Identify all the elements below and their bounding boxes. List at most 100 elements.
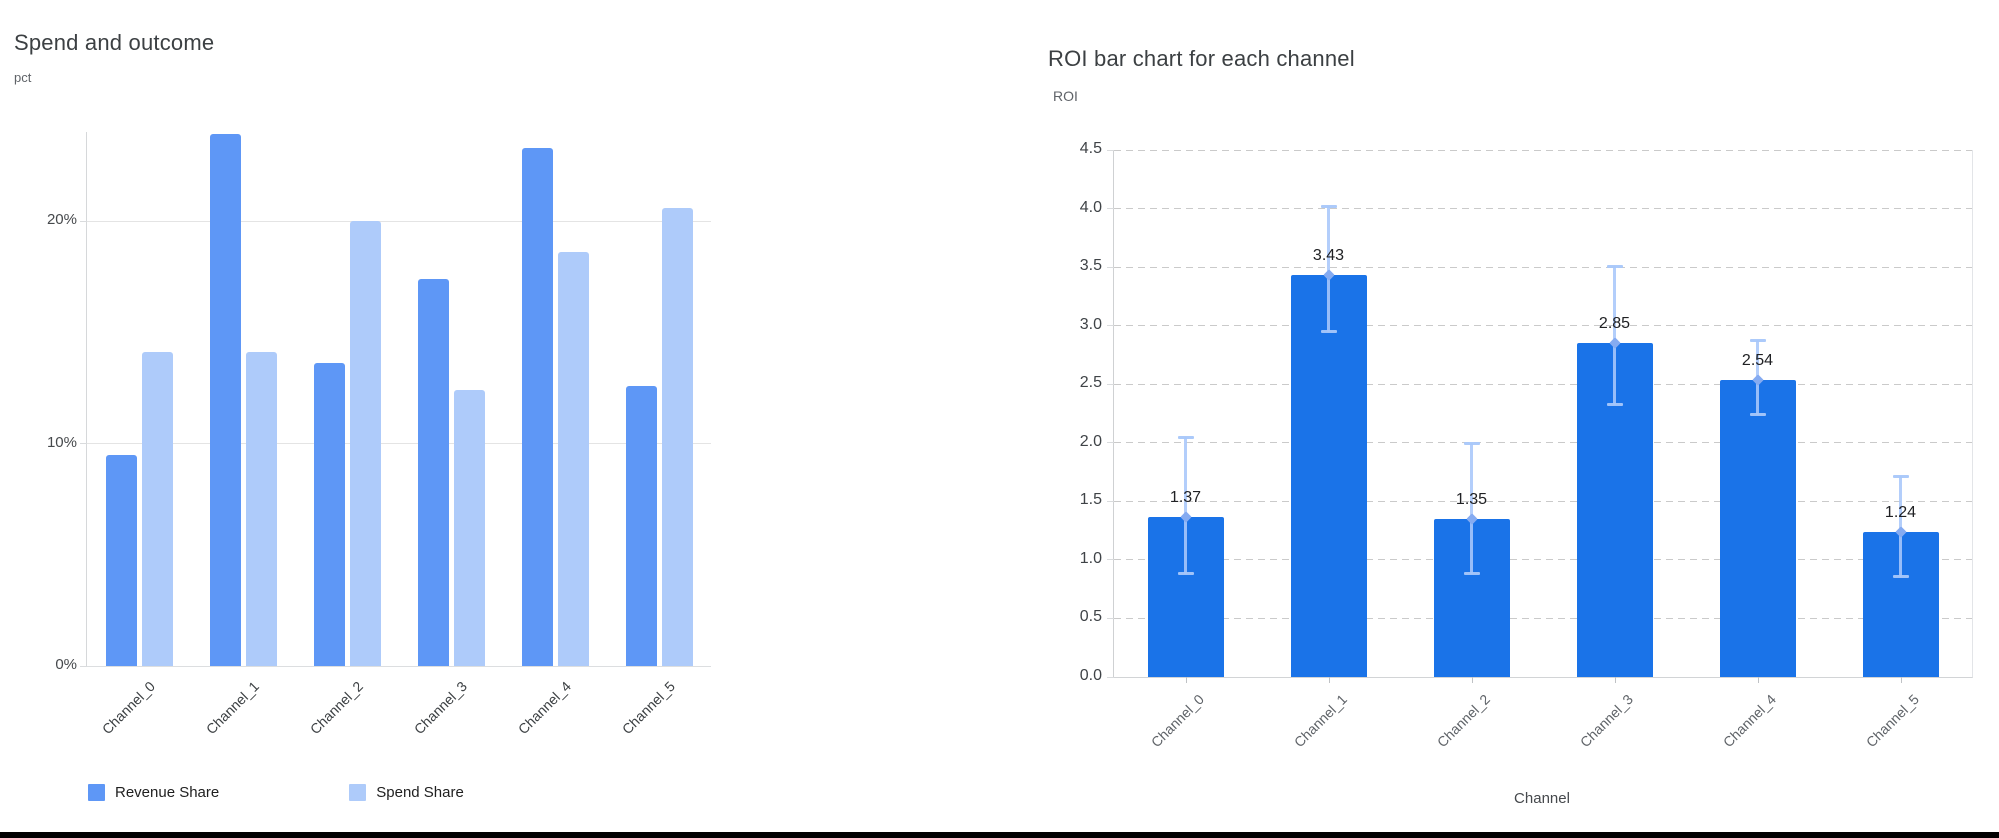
- right-plot-area: 0.0 0.5 1.0 1.5 2.0 2.5 3.0 3.5 4.0 4.5 1.37 Channe…: [1080, 140, 1973, 750]
- y-axis-tick: [1107, 266, 1114, 268]
- x-axis-tick-channel-5: [1900, 677, 1902, 683]
- gridline-2.5: [1114, 383, 1972, 385]
- y-tick-label: 0%: [55, 656, 77, 673]
- error-cap-bottom-channel-1: [1320, 329, 1337, 333]
- legend-item-spend-share: Spend Share: [349, 784, 464, 801]
- gridline-3.0: [1114, 325, 1972, 327]
- error-cap-bottom-channel-0: [1177, 571, 1194, 575]
- roi-bar-channel-1: [1290, 275, 1367, 677]
- left-plot-area: 0% 10% 20% Channel_0 Channel_1 Channel_2 Chann…: [47, 132, 711, 737]
- y-axis-tick: [1107, 149, 1114, 151]
- gridline-2.0: [1114, 442, 1972, 444]
- bar-value-label-channel-5: 1.24: [1884, 503, 1917, 521]
- error-bar-channel-2: [1470, 442, 1473, 574]
- y-axis-tick: [1107, 676, 1114, 678]
- chart-legend: Revenue Share Spend Share: [88, 784, 464, 801]
- y-tick-label: 3.5: [1079, 257, 1102, 275]
- right-y-axis-unit: ROI: [1053, 88, 1078, 104]
- x-tick-label-channel-0: Channel_0: [1147, 691, 1207, 751]
- x-axis-tick-channel-0: [1185, 677, 1187, 683]
- y-axis-tick: [80, 220, 87, 222]
- spend-share-bar-channel-4: [557, 252, 589, 666]
- revenue-share-bar-channel-0: [105, 454, 137, 666]
- right-x-axis-title: Channel: [1514, 790, 1570, 807]
- legend-label-revenue-share: Revenue Share: [115, 784, 220, 801]
- x-axis-tick-channel-4: [1757, 677, 1759, 683]
- spend-share-bar-channel-3: [453, 390, 485, 666]
- x-axis-tick-channel-1: [1328, 677, 1330, 683]
- error-cap-bottom-channel-4: [1749, 412, 1766, 416]
- right-chart-title: ROI bar chart for each channel: [1048, 46, 1355, 72]
- y-tick-label: 3.0: [1079, 315, 1102, 333]
- y-axis-tick: [1107, 383, 1114, 385]
- spend-share-bar-channel-0: [141, 352, 173, 666]
- error-bar-channel-3: [1613, 265, 1616, 406]
- x-tick-label-channel-5: Channel_5: [619, 678, 679, 738]
- spend-share-bar-channel-2: [349, 221, 381, 666]
- y-tick-label: 1.0: [1079, 549, 1102, 567]
- gridline-1.0: [1114, 559, 1972, 561]
- y-tick-label: 1.5: [1079, 491, 1102, 509]
- x-axis-tick-channel-3: [1614, 677, 1616, 683]
- x-tick-label-channel-3: Channel_3: [1576, 691, 1636, 751]
- revenue-share-bar-channel-1: [209, 134, 241, 666]
- y-tick-label: 0.5: [1079, 608, 1102, 626]
- revenue-share-bar-channel-2: [313, 363, 345, 666]
- legend-label-spend-share: Spend Share: [376, 784, 464, 801]
- revenue-share-bar-channel-4: [521, 147, 553, 666]
- x-tick-label-channel-1: Channel_1: [1290, 691, 1350, 751]
- error-bar-channel-1: [1327, 206, 1330, 332]
- gridline-0.5: [1114, 617, 1972, 619]
- y-axis-tick: [1107, 500, 1114, 502]
- x-tick-label-channel-3: Channel_3: [411, 678, 471, 738]
- error-cap-top-channel-5: [1892, 474, 1909, 478]
- bottom-divider: [0, 832, 1999, 838]
- bar-value-label-channel-0: 1.37: [1169, 488, 1202, 506]
- roi-bar-channel-4: [1719, 379, 1796, 677]
- y-tick-label: 0.0: [1079, 667, 1102, 684]
- legend-item-revenue-share: Revenue Share: [88, 784, 219, 801]
- y-axis-tick: [80, 443, 87, 444]
- legend-swatch-spend-share: [349, 784, 367, 801]
- x-tick-label-channel-4: Channel_4: [1719, 691, 1779, 751]
- gridline-1.5: [1114, 500, 1972, 502]
- error-bar-channel-0: [1184, 436, 1187, 574]
- y-axis-tick: [1107, 442, 1114, 444]
- left-chart-title: Spend and outcome: [14, 30, 215, 56]
- error-cap-bottom-channel-2: [1463, 571, 1480, 575]
- error-cap-top-channel-3: [1606, 264, 1623, 268]
- bar-value-label-channel-2: 1.35: [1455, 490, 1488, 508]
- y-tick-label: 4.0: [1079, 198, 1102, 216]
- y-axis-tick: [1107, 559, 1114, 561]
- error-cap-top-channel-4: [1749, 338, 1766, 342]
- x-tick-label-channel-2: Channel_2: [307, 678, 367, 738]
- error-cap-top-channel-2: [1463, 441, 1480, 445]
- y-tick-label: 10%: [46, 433, 77, 451]
- gridline-4.5: [1114, 149, 1972, 151]
- error-cap-top-channel-1: [1320, 205, 1337, 209]
- y-axis-tick: [1107, 325, 1114, 327]
- x-tick-label-channel-0: Channel_0: [99, 678, 159, 738]
- spend-share-bar-channel-5: [661, 207, 693, 666]
- bar-value-label-channel-3: 2.85: [1598, 315, 1631, 333]
- left-y-axis-unit: pct: [14, 70, 32, 85]
- bar-value-label-channel-4: 2.54: [1741, 351, 1774, 369]
- y-axis-tick: [80, 665, 87, 667]
- y-tick-label: 4.5: [1079, 140, 1102, 157]
- error-cap-bottom-channel-5: [1892, 575, 1909, 579]
- y-tick-label: 2.5: [1079, 374, 1102, 392]
- x-tick-label-channel-1: Channel_1: [203, 678, 263, 738]
- gridline-3.5: [1114, 266, 1972, 268]
- error-cap-bottom-channel-3: [1606, 403, 1623, 407]
- y-tick-label: 20%: [46, 211, 77, 228]
- revenue-share-bar-channel-3: [417, 278, 449, 666]
- spend-share-bar-channel-1: [245, 352, 277, 666]
- gridline-4.0: [1114, 208, 1972, 210]
- y-tick-label: 2.0: [1079, 432, 1102, 450]
- revenue-share-bar-channel-5: [625, 385, 657, 666]
- x-tick-label-channel-5: Channel_5: [1862, 691, 1922, 751]
- gridline-20%: [87, 220, 711, 222]
- x-axis-tick-channel-2: [1471, 677, 1473, 683]
- y-axis-tick: [1107, 208, 1114, 210]
